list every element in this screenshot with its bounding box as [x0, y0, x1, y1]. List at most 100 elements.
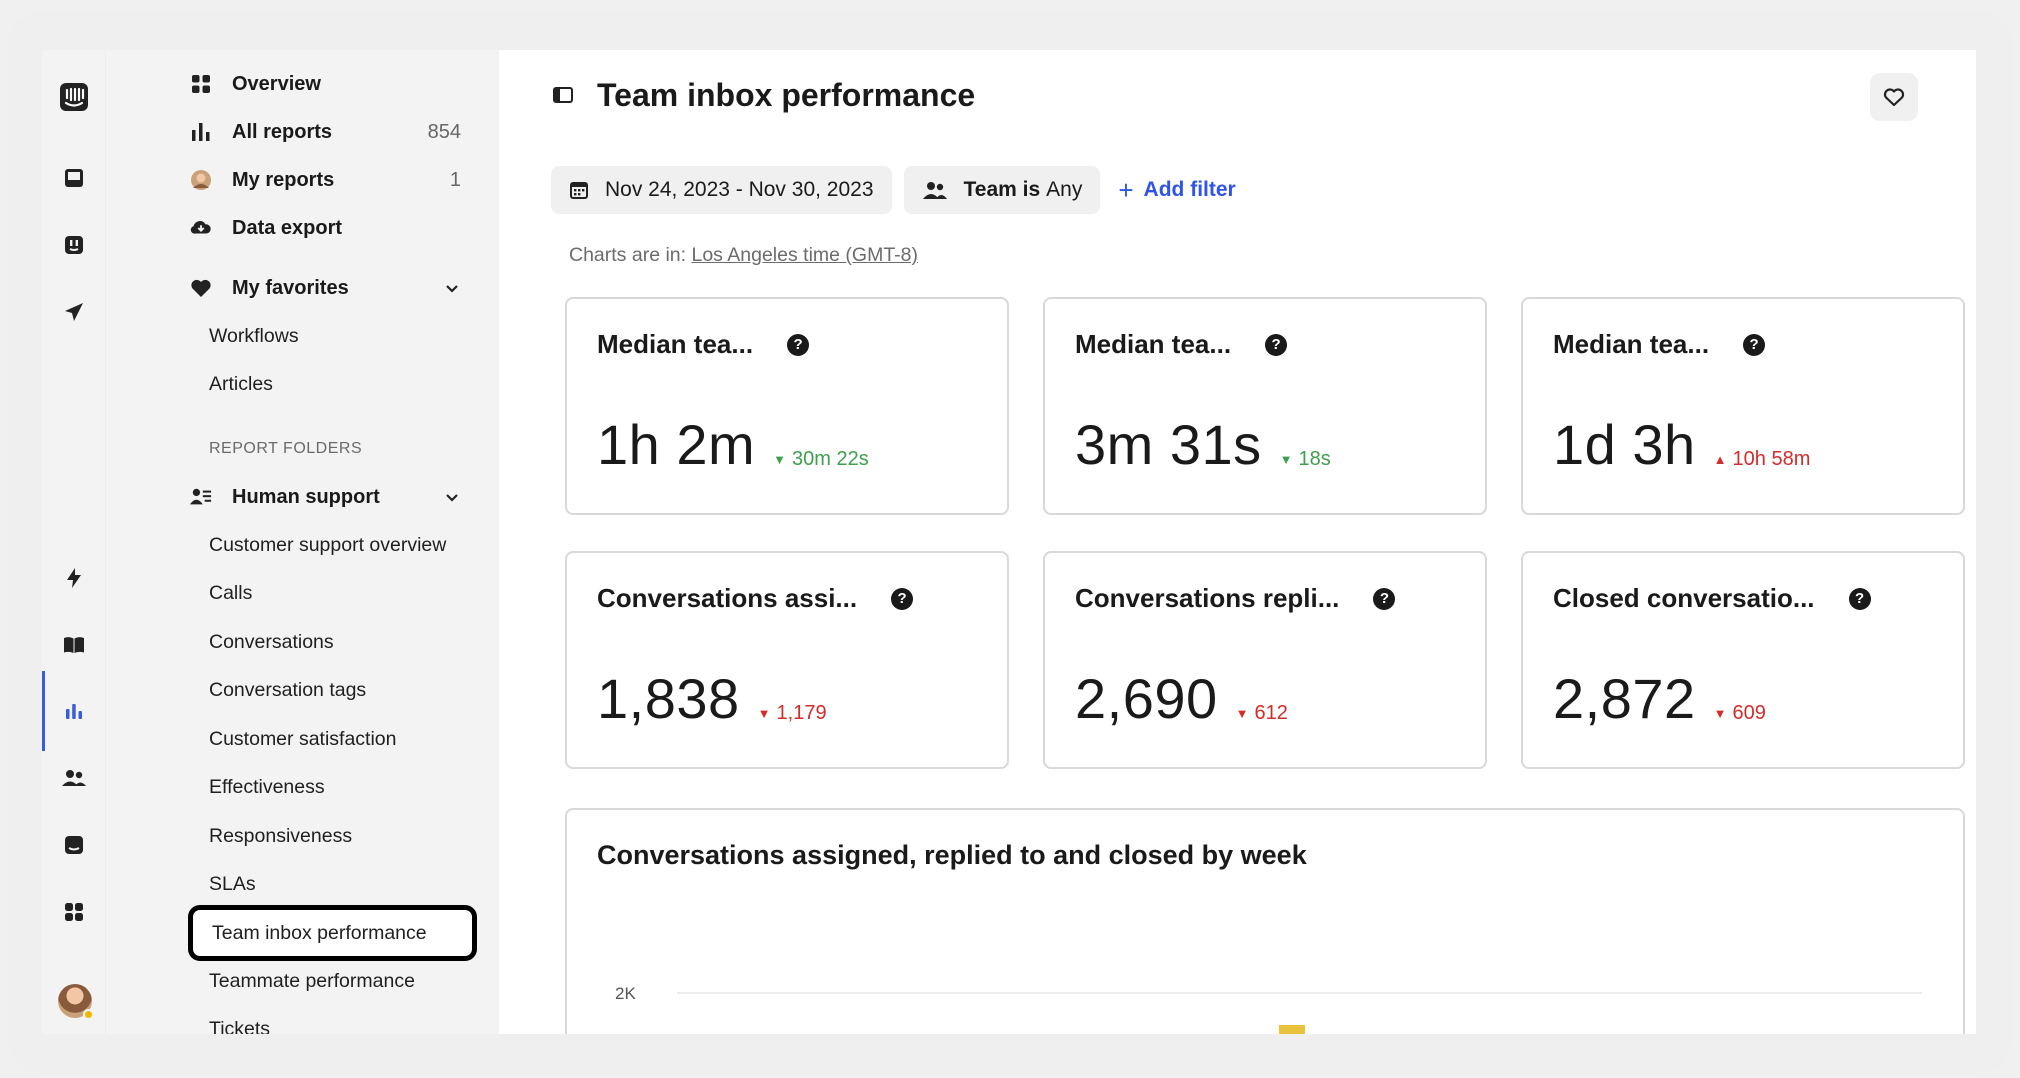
trend-down-icon: ▼: [1279, 452, 1293, 467]
fin-bot-icon[interactable]: [54, 225, 94, 265]
metric-card[interactable]: Median tea...? 1d 3h ▲ 10h 58m: [1521, 297, 1965, 515]
lightning-icon[interactable]: [54, 558, 94, 598]
chevron-down-icon[interactable]: [443, 279, 461, 297]
reports-icon[interactable]: [42, 671, 94, 751]
nav-all-reports[interactable]: All reports 854: [106, 108, 499, 156]
report-folders-heading: REPORT FOLDERS: [209, 440, 363, 457]
status-dot: [83, 1009, 94, 1020]
folder-item[interactable]: SLAs: [209, 873, 256, 896]
metric-title-text: Conversations repli...: [1075, 583, 1340, 613]
metric-card[interactable]: Closed conversatio...? 2,872 ▼ 609: [1521, 551, 1965, 769]
nav-label: Data export: [232, 216, 343, 239]
sidebar-toggle-icon[interactable]: [551, 83, 575, 107]
inbox-icon[interactable]: [54, 158, 94, 198]
apps-grid-icon[interactable]: [54, 892, 94, 932]
nav-label: Human support: [232, 485, 380, 508]
metric-values: 3m 31s ▼ 18s: [1075, 412, 1331, 477]
metric-title-text: Conversations assi...: [597, 583, 858, 613]
metric-delta: ▼ 18s: [1280, 448, 1331, 471]
trend-down-icon: ▼: [773, 452, 787, 467]
team-icon: [922, 182, 947, 199]
y-tick-label: 2K: [615, 984, 636, 1003]
team-filter[interactable]: Team is Any: [903, 166, 1101, 214]
heart-outline-icon: [1883, 88, 1905, 107]
trend-down-icon: ▼: [1235, 706, 1249, 721]
metric-delta: ▲ 10h 58m: [1714, 448, 1811, 471]
metric-title-text: Median tea...: [1553, 329, 1710, 359]
help-icon[interactable]: ?: [787, 333, 810, 356]
metric-title: Median tea...?: [1075, 329, 1455, 360]
folder-item[interactable]: Teammate performance: [209, 969, 415, 992]
metric-title-text: Median tea...: [597, 329, 754, 359]
add-filter-button[interactable]: + Add filter: [1118, 177, 1235, 203]
folder-item[interactable]: Calls: [209, 582, 253, 605]
help-icon[interactable]: ?: [891, 587, 914, 610]
team-filter-value: Any: [1046, 178, 1083, 201]
help-icon[interactable]: ?: [1265, 333, 1288, 356]
chart-canvas: 2K: [615, 984, 1922, 1034]
metric-value: 1,838: [597, 667, 740, 730]
folder-item[interactable]: Responsiveness: [209, 824, 353, 847]
metric-card[interactable]: Conversations assi...? 1,838 ▼ 1,179: [565, 551, 1009, 769]
folder-item[interactable]: Customer satisfaction: [209, 727, 397, 750]
cloud-download-icon: [190, 217, 212, 239]
metric-delta-value: 30m 22s: [792, 448, 869, 470]
metric-value: 2,872: [1553, 667, 1696, 730]
nav-overview[interactable]: Overview: [106, 60, 499, 108]
app-window: Overview All reports 854 My reports 1 Da…: [42, 50, 1976, 1034]
favorite-item[interactable]: Articles: [209, 373, 273, 396]
help-icon[interactable]: ?: [1373, 587, 1396, 610]
metric-title: Median tea...?: [597, 329, 977, 360]
heart-icon: [190, 277, 212, 299]
metric-cards: Median tea...? 1h 2m ▼ 30m 22s Median tea...…: [565, 297, 1965, 769]
metric-delta: ▼ 30m 22s: [773, 448, 869, 471]
bar-chart-icon: [190, 121, 212, 143]
chevron-down-icon[interactable]: [443, 488, 461, 506]
metric-value: 3m 31s: [1075, 413, 1262, 476]
favorite-item[interactable]: Workflows: [209, 324, 299, 347]
timezone-prefix: Charts are in:: [569, 244, 687, 266]
outbound-send-icon[interactable]: [54, 292, 94, 332]
metric-title: Median tea...?: [1553, 329, 1933, 360]
metric-card[interactable]: Median tea...? 3m 31s ▼ 18s: [1043, 297, 1487, 515]
intercom-logo-icon[interactable]: [54, 77, 94, 117]
metric-values: 2,690 ▼ 612: [1075, 666, 1288, 731]
folder-item-selected[interactable]: Team inbox performance: [188, 905, 477, 961]
metric-delta-value: 10h 58m: [1732, 448, 1811, 470]
nav-label: Overview: [232, 72, 321, 95]
weekly-chart-card: Conversations assigned, replied to and c…: [565, 808, 1965, 1034]
chart-bar[interactable]: [1279, 1025, 1305, 1034]
folder-item[interactable]: Conversations: [209, 630, 334, 653]
contacts-icon[interactable]: [54, 758, 94, 798]
grid-icon: [190, 73, 212, 95]
nav-data-export[interactable]: Data export: [106, 204, 499, 252]
metric-card[interactable]: Median tea...? 1h 2m ▼ 30m 22s: [565, 297, 1009, 515]
metric-values: 1h 2m ▼ 30m 22s: [597, 412, 869, 477]
date-range-filter[interactable]: Nov 24, 2023 - Nov 30, 2023: [551, 166, 892, 214]
user-avatar[interactable]: [58, 984, 94, 1020]
nav-my-reports[interactable]: My reports 1: [106, 156, 499, 204]
folder-item[interactable]: Customer support overview: [209, 533, 447, 556]
timezone-link[interactable]: Los Angeles time (GMT-8): [691, 244, 918, 266]
folder-item[interactable]: Effectiveness: [209, 776, 325, 799]
nav-label: My reports: [232, 168, 335, 191]
nav-label: My favorites: [232, 276, 349, 299]
metric-card[interactable]: Conversations repli...? 2,690 ▼ 612: [1043, 551, 1487, 769]
knowledge-book-icon[interactable]: [54, 625, 94, 665]
help-icon[interactable]: ?: [1743, 333, 1766, 356]
favorite-button[interactable]: [1870, 73, 1918, 121]
avatar-icon: [190, 169, 212, 191]
nav-my-favorites[interactable]: My favorites: [106, 264, 499, 312]
metric-title-text: Closed conversatio...: [1553, 583, 1815, 613]
metric-delta-value: 18s: [1298, 448, 1331, 470]
folder-item[interactable]: Conversation tags: [209, 679, 367, 702]
folder-item[interactable]: Tickets: [209, 1018, 271, 1034]
metric-values: 1,838 ▼ 1,179: [597, 666, 827, 731]
help-icon[interactable]: ?: [1848, 587, 1871, 610]
metric-value: 1d 3h: [1553, 413, 1696, 476]
trend-up-icon: ▲: [1713, 452, 1727, 467]
messenger-icon[interactable]: [54, 825, 94, 865]
nav-label: All reports: [232, 120, 333, 143]
chart-title: Conversations assigned, replied to and c…: [597, 840, 1307, 870]
folder-human-support[interactable]: Human support: [106, 473, 499, 521]
